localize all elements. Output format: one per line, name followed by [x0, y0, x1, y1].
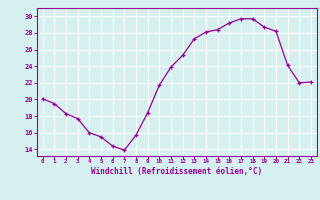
- X-axis label: Windchill (Refroidissement éolien,°C): Windchill (Refroidissement éolien,°C): [91, 167, 262, 176]
